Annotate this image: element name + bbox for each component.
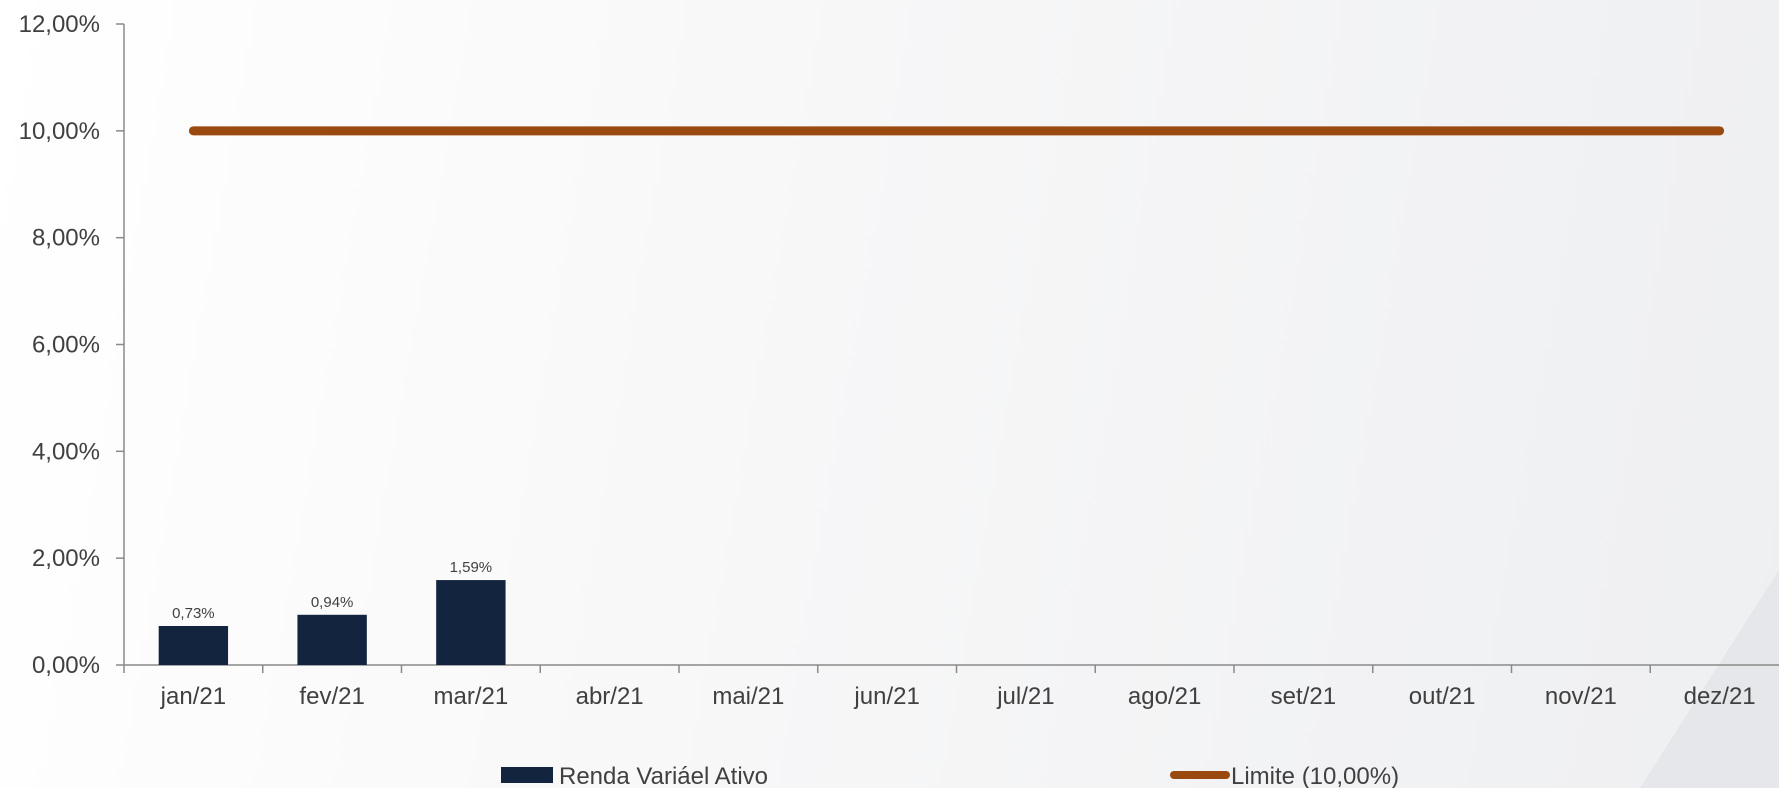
bars (158, 580, 506, 665)
bar (436, 580, 506, 665)
x-tick-label: jul/21 (996, 683, 1054, 710)
x-tick-labels: jan/21 fev/21 mar/21 abr/21 mai/21 jun/21 jul/… (160, 683, 1756, 710)
y-tick-label: 4,00% (32, 438, 100, 465)
legend-swatch-bar (501, 767, 553, 783)
x-tick-label: dez/21 (1684, 683, 1756, 710)
x-tick-label: mar/21 (434, 683, 509, 710)
x-tick-label: out/21 (1409, 683, 1476, 710)
x-tick-label: set/21 (1271, 683, 1336, 710)
legend: Renda Variáel Ativo Limite (10,00%) (501, 763, 1399, 788)
data-label: 0,73% (172, 605, 215, 622)
x-tick-label: ago/21 (1128, 683, 1201, 710)
x-tick-label: jan/21 (160, 683, 226, 710)
x-tick-label: fev/21 (299, 683, 364, 710)
y-tick-label: 10,00% (19, 118, 100, 145)
legend-label-bar: Renda Variáel Ativo (559, 763, 768, 788)
bar (297, 614, 367, 665)
y-tick-label: 12,00% (19, 11, 100, 38)
y-tick-labels: 0,00% 2,00% 4,00% 6,00% 8,00% 10,00% 12,00% (19, 11, 100, 679)
axes (116, 23, 1779, 673)
y-tick-label: 8,00% (32, 225, 100, 252)
y-tick-label: 0,00% (32, 652, 100, 679)
x-tick-label: mai/21 (712, 683, 784, 710)
y-tick-label: 6,00% (32, 332, 100, 359)
decorative-corner-shape (1640, 570, 1779, 788)
x-tick-label: abr/21 (576, 683, 644, 710)
legend-label-line: Limite (10,00%) (1231, 763, 1399, 788)
data-labels: 0,73% 0,94% 1,59% (172, 559, 492, 622)
data-label: 1,59% (450, 559, 493, 576)
x-tick-label: jun/21 (853, 683, 919, 710)
data-label: 0,94% (311, 594, 354, 611)
x-tick-label: nov/21 (1545, 683, 1617, 710)
bar (158, 626, 229, 665)
y-tick-label: 2,00% (32, 545, 100, 572)
